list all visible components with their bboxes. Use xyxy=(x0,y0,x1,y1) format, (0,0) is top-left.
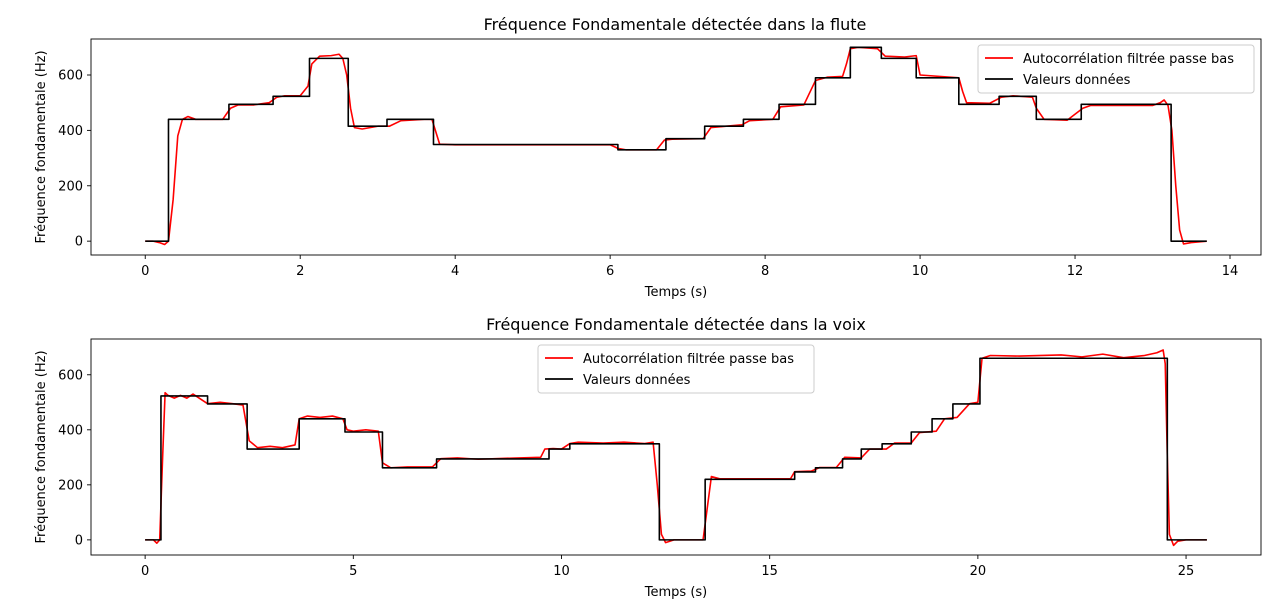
y-axis-label: Fréquence fondamentale (Hz) xyxy=(34,350,49,543)
x-tick-label: 10 xyxy=(912,264,929,279)
series-line-valeurs-donn-es xyxy=(145,357,1207,541)
y-tick-label: 400 xyxy=(58,423,83,438)
legend-label-autocorrelation: Autocorrélation filtrée passe bas xyxy=(1023,52,1234,67)
y-tick-label: 200 xyxy=(58,179,83,194)
x-tick-label: 20 xyxy=(970,564,987,579)
y-tick-label: 0 xyxy=(75,533,83,548)
y-tick-label: 0 xyxy=(75,235,83,250)
x-tick-label: 10 xyxy=(553,564,570,579)
x-tick-label: 4 xyxy=(451,264,459,279)
legend-label-given-values: Valeurs données xyxy=(583,373,691,388)
y-axis-ticks: 0 200 400 600 xyxy=(58,368,91,548)
plot-lines xyxy=(145,349,1207,547)
y-tick-label: 600 xyxy=(58,368,83,383)
x-axis-label: Temps (s) xyxy=(644,285,707,300)
legend-box xyxy=(977,44,1255,94)
y-tick-label: 200 xyxy=(58,478,83,493)
x-tick-label: 8 xyxy=(761,264,769,279)
series-line-autocorr-lation-filtr-e-passe-bas xyxy=(145,349,1207,547)
x-tick-label: 14 xyxy=(1222,264,1239,279)
x-tick-label: 25 xyxy=(1178,564,1195,579)
series-line-valeurs-donn-es xyxy=(145,46,1207,242)
legend-box xyxy=(537,344,815,394)
x-tick-label: 5 xyxy=(349,564,357,579)
x-tick-label: 0 xyxy=(141,564,149,579)
x-tick-label: 2 xyxy=(296,264,304,279)
x-axis-ticks: 0 2 4 6 8 10 12 14 xyxy=(141,255,1238,279)
legend-label-given-values: Valeurs données xyxy=(1023,73,1131,88)
y-axis-label: Fréquence fondamentale (Hz) xyxy=(34,50,49,243)
y-tick-label: 600 xyxy=(58,69,83,84)
x-tick-label: 6 xyxy=(606,264,614,279)
y-axis-ticks: 0 200 400 600 xyxy=(58,69,91,250)
plot-frame xyxy=(90,338,1262,556)
chart-title: Fréquence Fondamentale détectée dans la … xyxy=(484,15,867,34)
x-tick-label: 12 xyxy=(1067,264,1084,279)
x-axis-ticks: 0 5 10 15 20 25 xyxy=(141,555,1194,579)
x-axis-label: Temps (s) xyxy=(644,585,707,600)
chart-flute: Fréquence Fondamentale détectée dans la … xyxy=(34,15,1262,300)
legend-label-autocorrelation: Autocorrélation filtrée passe bas xyxy=(583,352,794,367)
chart-voice: Fréquence Fondamentale détectée dans la … xyxy=(34,315,1262,600)
x-tick-label: 0 xyxy=(141,264,149,279)
plot-lines xyxy=(145,46,1207,246)
plot-frame xyxy=(90,38,1262,256)
y-tick-label: 400 xyxy=(58,124,83,139)
legend: Autocorrélation filtrée passe bas Valeur… xyxy=(977,44,1255,94)
chart-title: Fréquence Fondamentale détectée dans la … xyxy=(486,315,866,334)
legend: Autocorrélation filtrée passe bas Valeur… xyxy=(537,344,815,394)
x-tick-label: 15 xyxy=(761,564,778,579)
